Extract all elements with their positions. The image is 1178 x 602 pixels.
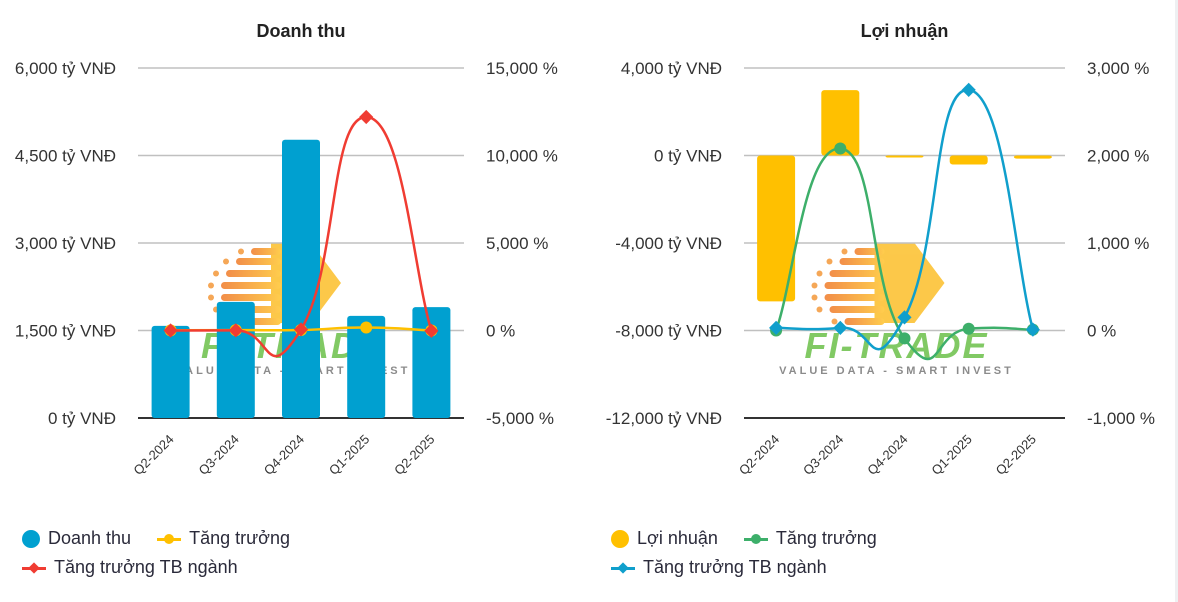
watermark-tagline: VALUE DATA - SMART INVEST bbox=[779, 365, 1014, 377]
y-right-tick-label: 0 % bbox=[486, 322, 515, 341]
industry-avg-point[interactable] bbox=[293, 322, 309, 337]
growth-point[interactable] bbox=[962, 322, 975, 335]
legend-label: Tăng trưởng bbox=[775, 528, 877, 548]
legend-label: Lợi nhuận bbox=[637, 528, 718, 548]
legend-line-diamond-icon bbox=[611, 561, 635, 575]
bar-q2-2024[interactable] bbox=[151, 325, 190, 418]
profit-chart-legend: Lợi nhuận Tăng trưởng Tăng trưởng TB ngành bbox=[611, 524, 903, 582]
legend-line-diamond-icon bbox=[22, 561, 46, 575]
y-left-tick-label: 0 tỷ VNĐ bbox=[48, 409, 116, 428]
bar-q2-2024[interactable] bbox=[757, 155, 796, 302]
y-left-tick-label: 6,000 tỷ VNĐ bbox=[15, 59, 116, 78]
legend-item[interactable]: Tăng trưởng TB ngành bbox=[611, 557, 827, 578]
bar-q1-2025[interactable] bbox=[949, 155, 988, 165]
legend-item[interactable]: Tăng trưởng TB ngành bbox=[22, 557, 238, 578]
y-right-tick-label: -1,000 % bbox=[1087, 409, 1155, 428]
x-tick-label: Q1-2025 bbox=[928, 432, 974, 478]
legend-circle-icon bbox=[611, 529, 629, 548]
x-tick-label: Q4-2024 bbox=[864, 432, 910, 478]
industry-avg-point[interactable] bbox=[359, 109, 374, 125]
bar-q2-2025[interactable] bbox=[412, 307, 451, 418]
industry-avg-point[interactable] bbox=[961, 82, 976, 97]
legend-label: Tăng trưởng TB ngành bbox=[54, 557, 238, 577]
growth-point[interactable] bbox=[360, 321, 373, 334]
y-left-tick-label: 1,500 tỷ VNĐ bbox=[15, 322, 116, 341]
y-left-tick-label: 4,000 tỷ VNĐ bbox=[621, 59, 722, 78]
watermark-arrow-icon bbox=[874, 243, 945, 323]
x-tick-label: Q2-2024 bbox=[130, 432, 176, 478]
y-right-tick-label: 1,000 % bbox=[1087, 234, 1149, 253]
bar-q2-2025[interactable] bbox=[1013, 155, 1052, 159]
growth-point[interactable] bbox=[898, 332, 911, 345]
y-right-tick-label: -5,000 % bbox=[486, 409, 554, 428]
legend-circle-icon bbox=[22, 529, 40, 548]
industry-avg-point[interactable] bbox=[424, 323, 439, 338]
x-tick-label: Q1-2025 bbox=[326, 432, 372, 478]
y-left-tick-label: 3,000 tỷ VNĐ bbox=[15, 234, 116, 253]
y-right-tick-label: 5,000 % bbox=[486, 234, 548, 253]
y-right-tick-label: 2,000 % bbox=[1087, 147, 1149, 166]
legend-line-circle-icon bbox=[743, 532, 768, 546]
industry-avg-point[interactable] bbox=[163, 323, 178, 338]
industry-avg-point[interactable] bbox=[1025, 322, 1040, 337]
bar-q4-2024[interactable] bbox=[885, 155, 924, 158]
bar-q4-2024[interactable] bbox=[282, 139, 320, 418]
industry-avg-point[interactable] bbox=[769, 320, 784, 335]
x-tick-label: Q2-2025 bbox=[993, 432, 1039, 478]
profit-chart-panel: Lợi nhuận FI-TRADE VALUE DATA - SMART INVE… bbox=[589, 0, 1178, 602]
y-left-tick-label: 4,500 tỷ VNĐ bbox=[15, 147, 116, 166]
legend-item[interactable]: Tăng trưởng bbox=[157, 528, 290, 549]
x-tick-label: Q3-2024 bbox=[196, 432, 242, 478]
y-left-tick-label: 0 tỷ VNĐ bbox=[654, 147, 722, 166]
industry-avg-point[interactable] bbox=[228, 323, 243, 338]
legend-label: Tăng trưởng TB ngành bbox=[643, 557, 827, 577]
y-right-tick-label: 15,000 % bbox=[486, 59, 558, 78]
industry-avg-point[interactable] bbox=[833, 320, 848, 335]
bar-q1-2025[interactable] bbox=[347, 315, 386, 418]
growth-point[interactable] bbox=[834, 142, 847, 155]
legend-item[interactable]: Lợi nhuận bbox=[611, 528, 718, 549]
legend-label: Doanh thu bbox=[48, 528, 132, 548]
legend-line-circle-icon bbox=[157, 532, 182, 546]
scrollbar-track[interactable] bbox=[1175, 0, 1178, 602]
x-tick-label: Q4-2024 bbox=[261, 432, 307, 478]
x-tick-label: Q2-2024 bbox=[736, 432, 782, 478]
y-right-tick-label: 3,000 % bbox=[1087, 59, 1149, 78]
x-tick-label: Q3-2024 bbox=[800, 432, 846, 478]
x-tick-label: Q2-2025 bbox=[391, 432, 437, 478]
y-left-tick-label: -12,000 tỷ VNĐ bbox=[606, 409, 722, 428]
chart-title: Doanh thu bbox=[257, 21, 346, 41]
y-right-tick-label: 0 % bbox=[1087, 322, 1116, 341]
y-left-tick-label: -8,000 tỷ VNĐ bbox=[615, 322, 722, 341]
y-left-tick-label: -4,000 tỷ VNĐ bbox=[615, 234, 722, 253]
legend-item[interactable]: Tăng trưởng bbox=[743, 528, 877, 549]
bar-q3-2024[interactable] bbox=[821, 90, 860, 156]
legend-item[interactable]: Doanh thu bbox=[22, 528, 131, 549]
industry-avg-point[interactable] bbox=[897, 310, 912, 325]
y-right-tick-label: 10,000 % bbox=[486, 147, 558, 166]
bar-q3-2024[interactable] bbox=[216, 301, 255, 418]
revenue-chart-legend: Doanh thu Tăng trưởng Tăng trưởng TB ngành bbox=[22, 524, 316, 582]
chart-title: Lợi nhuận bbox=[861, 21, 949, 41]
legend-label: Tăng trưởng bbox=[189, 528, 290, 548]
